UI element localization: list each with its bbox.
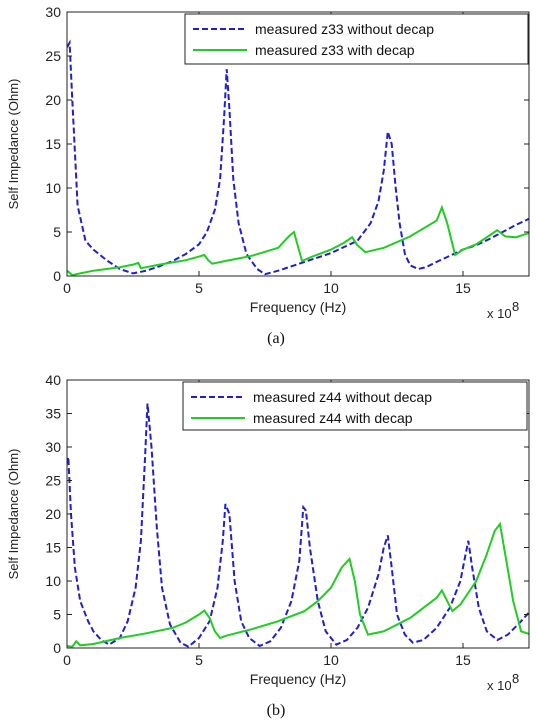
legend-box <box>184 13 529 65</box>
y-tick-label: 15 <box>45 540 61 556</box>
y-tick-label: 10 <box>45 573 61 589</box>
y-tick-label: 5 <box>53 607 61 623</box>
y-tick-label: 0 <box>53 268 61 284</box>
y-axis-label: Self Impedance (Ohm) <box>6 449 21 580</box>
legend: measured z33 without decap measured z33 w… <box>184 13 529 65</box>
legend-entry-label: measured z33 with decap <box>255 42 415 58</box>
legend-entry-label: measured z44 without decap <box>253 389 432 405</box>
x-axis-multiplier-exponent: 8 <box>512 671 519 686</box>
chart-panel-1: 0 5 10 15 0 5 10 15 20 25 30 Frequency (Hz) Self Imp… <box>6 4 530 347</box>
legend-entry-label: measured z33 without decap <box>255 21 434 37</box>
series-line-without-decap <box>67 39 529 276</box>
legend-entry-label: measured z44 with decap <box>253 410 413 426</box>
x-axis-multiplier: x 10 <box>487 678 512 693</box>
legend: measured z44 without decap measured z44 w… <box>182 381 528 431</box>
series-line-without-decap <box>67 403 529 648</box>
y-tick-label: 30 <box>45 4 61 20</box>
x-tick-label: 0 <box>63 280 71 296</box>
y-tick-label: 25 <box>45 48 61 64</box>
x-axis-label: Frequency (Hz) <box>250 671 346 687</box>
x-axis-label: Frequency (Hz) <box>250 299 346 315</box>
x-tick-label: 10 <box>323 652 339 668</box>
y-tick-label: 0 <box>53 640 61 656</box>
legend-box <box>182 381 528 431</box>
panel-caption: (b) <box>267 702 286 719</box>
y-tick-label: 30 <box>45 439 61 455</box>
y-tick-label: 25 <box>45 473 61 489</box>
y-tick-label: 40 <box>45 372 61 388</box>
series-line-with-decap <box>67 204 529 276</box>
y-tick-label: 35 <box>45 406 61 422</box>
x-tick-label: 5 <box>195 280 203 296</box>
y-tick-label: 15 <box>45 136 61 152</box>
y-tick-label: 5 <box>53 224 61 240</box>
y-tick-label: 20 <box>45 506 61 522</box>
y-axis-label: Self Impedance (Ohm) <box>6 79 21 210</box>
x-tick-label: 5 <box>195 652 203 668</box>
panel-caption: (a) <box>267 330 285 347</box>
chart-panel-2: 0 5 10 15 0 5 10 15 20 25 30 35 40 Frequency (Hz) Self… <box>6 372 530 719</box>
x-tick-label: 10 <box>323 280 339 296</box>
x-axis-multiplier: x 10 <box>487 306 512 321</box>
series-line-with-decap <box>67 521 529 648</box>
y-tick-label: 20 <box>45 92 61 108</box>
x-tick-label: 0 <box>63 652 71 668</box>
y-tick-label: 10 <box>45 180 61 196</box>
x-tick-label: 15 <box>455 280 471 296</box>
x-axis-multiplier-exponent: 8 <box>512 299 519 314</box>
x-tick-label: 15 <box>455 652 471 668</box>
